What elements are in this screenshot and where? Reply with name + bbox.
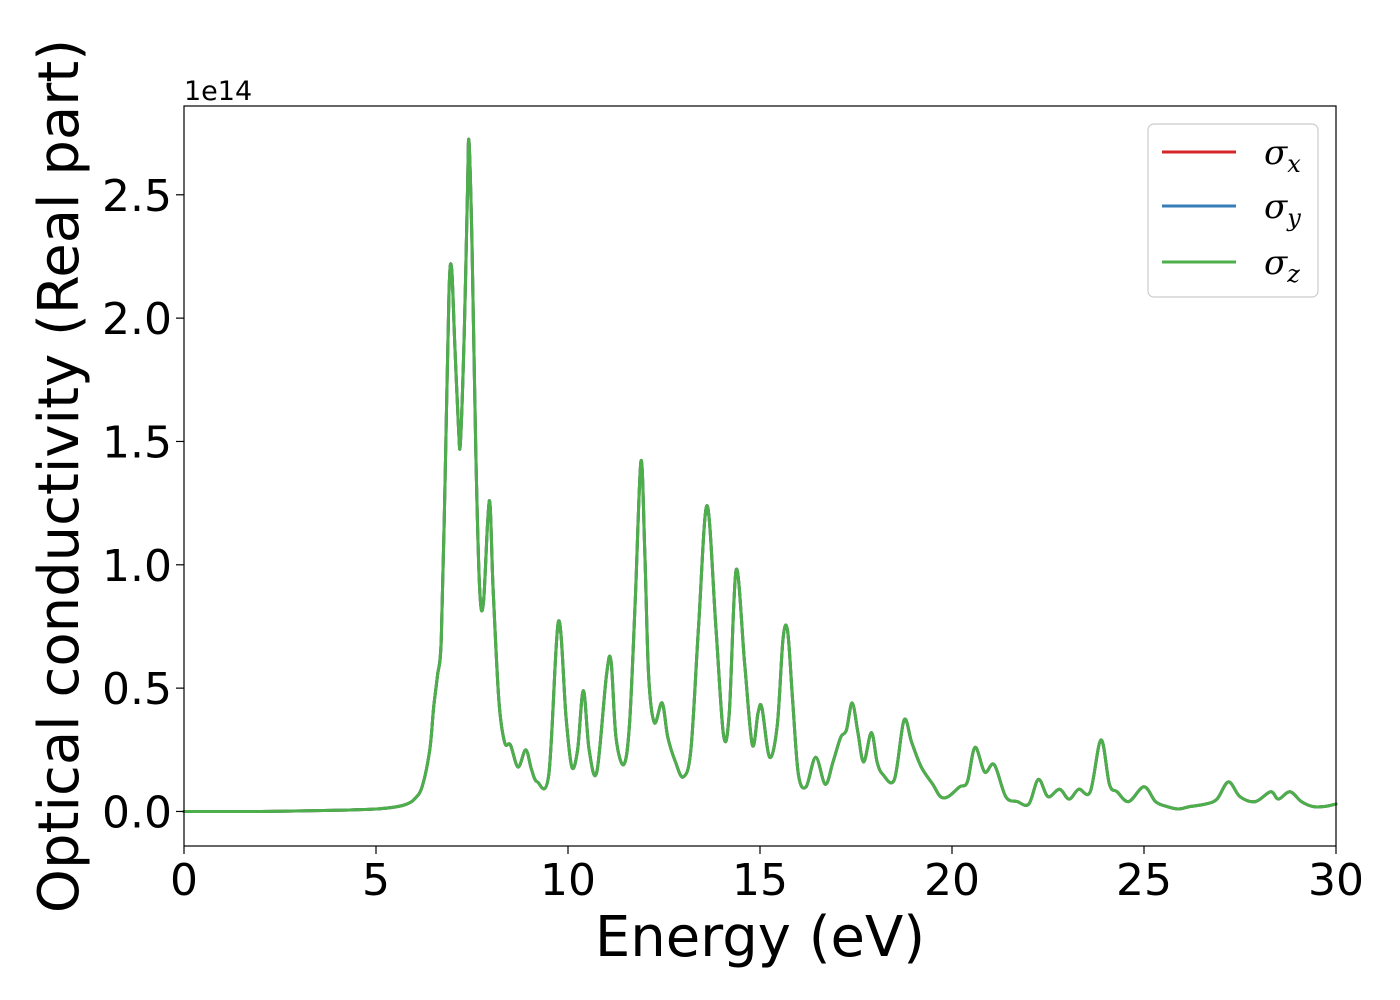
y-tick-label: 2.0 bbox=[102, 294, 172, 345]
x-tick-label: 20 bbox=[924, 855, 980, 906]
x-tick-label: 10 bbox=[540, 855, 596, 906]
y-tick-label: 1.0 bbox=[102, 541, 172, 592]
x-tick-label: 0 bbox=[170, 855, 198, 906]
y-offset-text: 1e14 bbox=[184, 76, 252, 107]
y-tick-label: 2.5 bbox=[102, 171, 172, 222]
x-tick-label: 25 bbox=[1116, 855, 1172, 906]
x-axis: 0 5 10 15 20 25 30 bbox=[170, 846, 1364, 906]
x-tick-label: 30 bbox=[1308, 855, 1364, 906]
y-tick-label: 0.5 bbox=[102, 664, 172, 715]
series-line-z bbox=[182, 137, 1338, 814]
y-axis-title: Optical conductivity (Real part) bbox=[27, 39, 92, 913]
legend-label-x: σx bbox=[1264, 133, 1301, 178]
y-tick-label: 1.5 bbox=[102, 417, 172, 468]
y-axis: 0.0 0.5 1.0 1.5 2.0 2.5 bbox=[102, 171, 184, 838]
x-tick-label: 5 bbox=[362, 855, 390, 906]
legend-box bbox=[1147, 123, 1319, 298]
x-axis-title: Energy (eV) bbox=[595, 905, 925, 970]
plot-lines bbox=[182, 137, 1338, 814]
y-tick-label: 0.0 bbox=[102, 787, 172, 838]
x-tick-label: 15 bbox=[732, 855, 788, 906]
legend: σx σy σz bbox=[1147, 123, 1319, 298]
legend-label-z: σz bbox=[1264, 243, 1300, 288]
legend-label-y: σy bbox=[1264, 187, 1301, 232]
